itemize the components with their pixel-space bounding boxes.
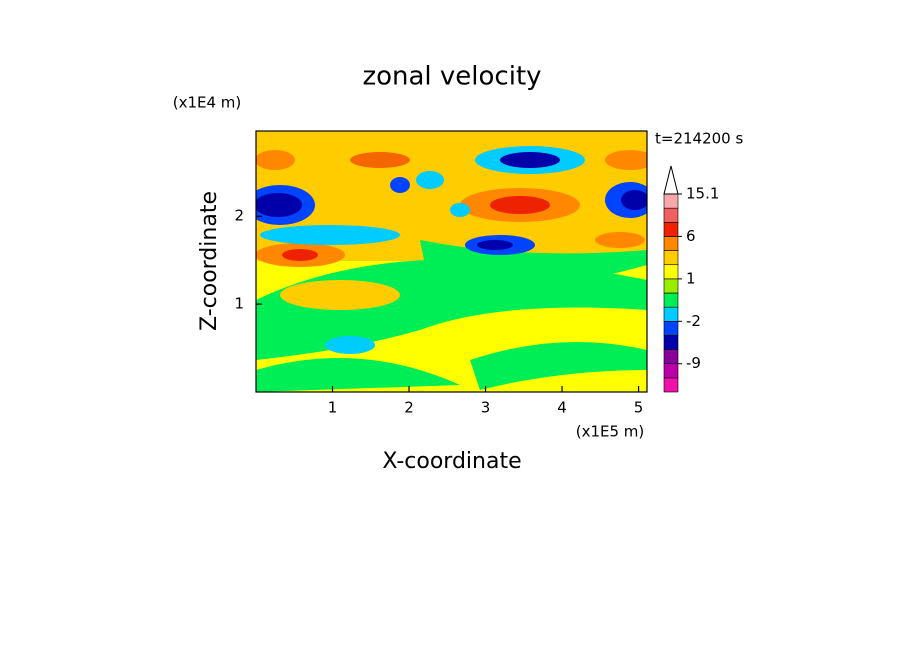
colorbar-band [663,221,679,237]
time-label: t=214200 s [655,130,743,148]
y-tick-label: 2 [234,207,244,225]
colorbar-band [663,306,679,322]
colorbar-band [663,264,679,280]
x-tick-label: 4 [557,399,567,417]
colorbar-tick-label: 1 [686,269,696,287]
x-tick-label: 3 [481,399,491,417]
colorbar-band [663,207,679,223]
colorbar-band [663,320,679,336]
x-axis-label: X-coordinate [382,449,521,474]
y-tick-label: 1 [234,295,244,313]
contour-field [256,131,647,392]
x-tick-label: 5 [634,399,644,417]
colorbar-band [663,278,679,294]
plot-frame [255,130,648,393]
colorbar-band [663,349,679,365]
colorbar-tick-label: 6 [686,227,696,245]
colorbar-band [663,292,679,308]
colorbar-band [663,236,679,251]
colorbar-band [663,250,679,266]
colorbar-band [663,335,679,350]
colorbar-tick-label: -9 [686,354,701,372]
x-tick-label: 1 [328,399,338,417]
x-tick-label: 2 [404,399,414,417]
colorbar-arrow [663,165,679,195]
chart-title: zonal velocity [362,62,541,92]
colorbar-band [663,193,679,209]
colorbar-tick-label: -2 [686,312,701,330]
colorbar-band [663,377,679,393]
x-unit: (x1E5 m) [576,423,645,441]
colorbar-tick-label: 15.1 [686,185,719,203]
y-axis-label: Z-coordinate [197,191,222,331]
colorbar-band [663,363,679,379]
y-unit: (x1E4 m) [173,94,242,112]
